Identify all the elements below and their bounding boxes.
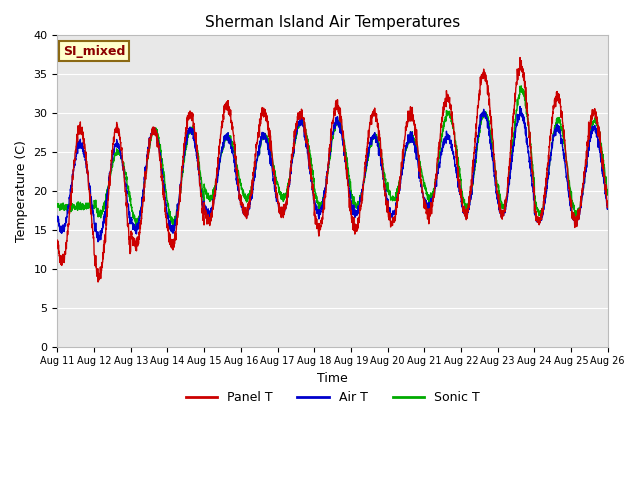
X-axis label: Time: Time	[317, 372, 348, 385]
Title: Sherman Island Air Temperatures: Sherman Island Air Temperatures	[205, 15, 460, 30]
Legend: Panel T, Air T, Sonic T: Panel T, Air T, Sonic T	[180, 386, 484, 409]
Text: SI_mixed: SI_mixed	[63, 45, 125, 58]
Y-axis label: Temperature (C): Temperature (C)	[15, 140, 28, 242]
